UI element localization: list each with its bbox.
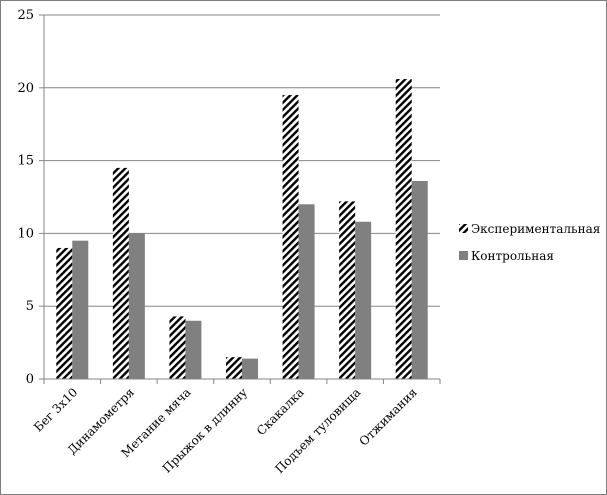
y-tick-label: 15 (17, 154, 34, 169)
bar-series-0-cat-3 (226, 357, 242, 379)
y-axis: 0 5 10 15 20 25 (17, 8, 45, 387)
category-label: Бег 3х10 (31, 385, 80, 434)
bars (56, 79, 428, 380)
y-tick-label: 10 (17, 226, 34, 241)
y-tick-label: 25 (17, 8, 34, 23)
bar-series-1-cat-5 (355, 221, 372, 379)
bar-series-0-cat-6 (395, 79, 412, 380)
legend-swatch-0 (459, 224, 468, 233)
gridlines (44, 14, 440, 307)
bar-series-0-cat-5 (339, 201, 356, 379)
category-label: Скакалка (254, 385, 307, 438)
y-tick-label: 5 (26, 299, 34, 314)
bar-series-1-cat-0 (72, 240, 89, 379)
bar-series-1-cat-4 (298, 204, 315, 379)
legend-label-0: Экспериментальная (471, 222, 600, 236)
bar-series-1-cat-1 (128, 233, 145, 379)
bar-series-0-cat-4 (282, 95, 299, 379)
category-label: Отжимания (356, 385, 419, 448)
bar-series-0-cat-2 (169, 316, 186, 379)
bar-series-1-cat-2 (185, 320, 202, 379)
bar-series-0-cat-1 (112, 167, 129, 379)
y-tick-label: 0 (26, 372, 34, 387)
bar-series-0-cat-0 (56, 247, 73, 379)
bar-series-1-cat-3 (242, 358, 258, 379)
bar-series-1-cat-6 (411, 180, 428, 379)
legend-label-1: Контрольная (471, 249, 554, 263)
legend-swatch-1 (459, 251, 468, 260)
legend: Экспериментальная Контрольная (459, 222, 600, 263)
y-tick-label: 20 (17, 81, 34, 96)
